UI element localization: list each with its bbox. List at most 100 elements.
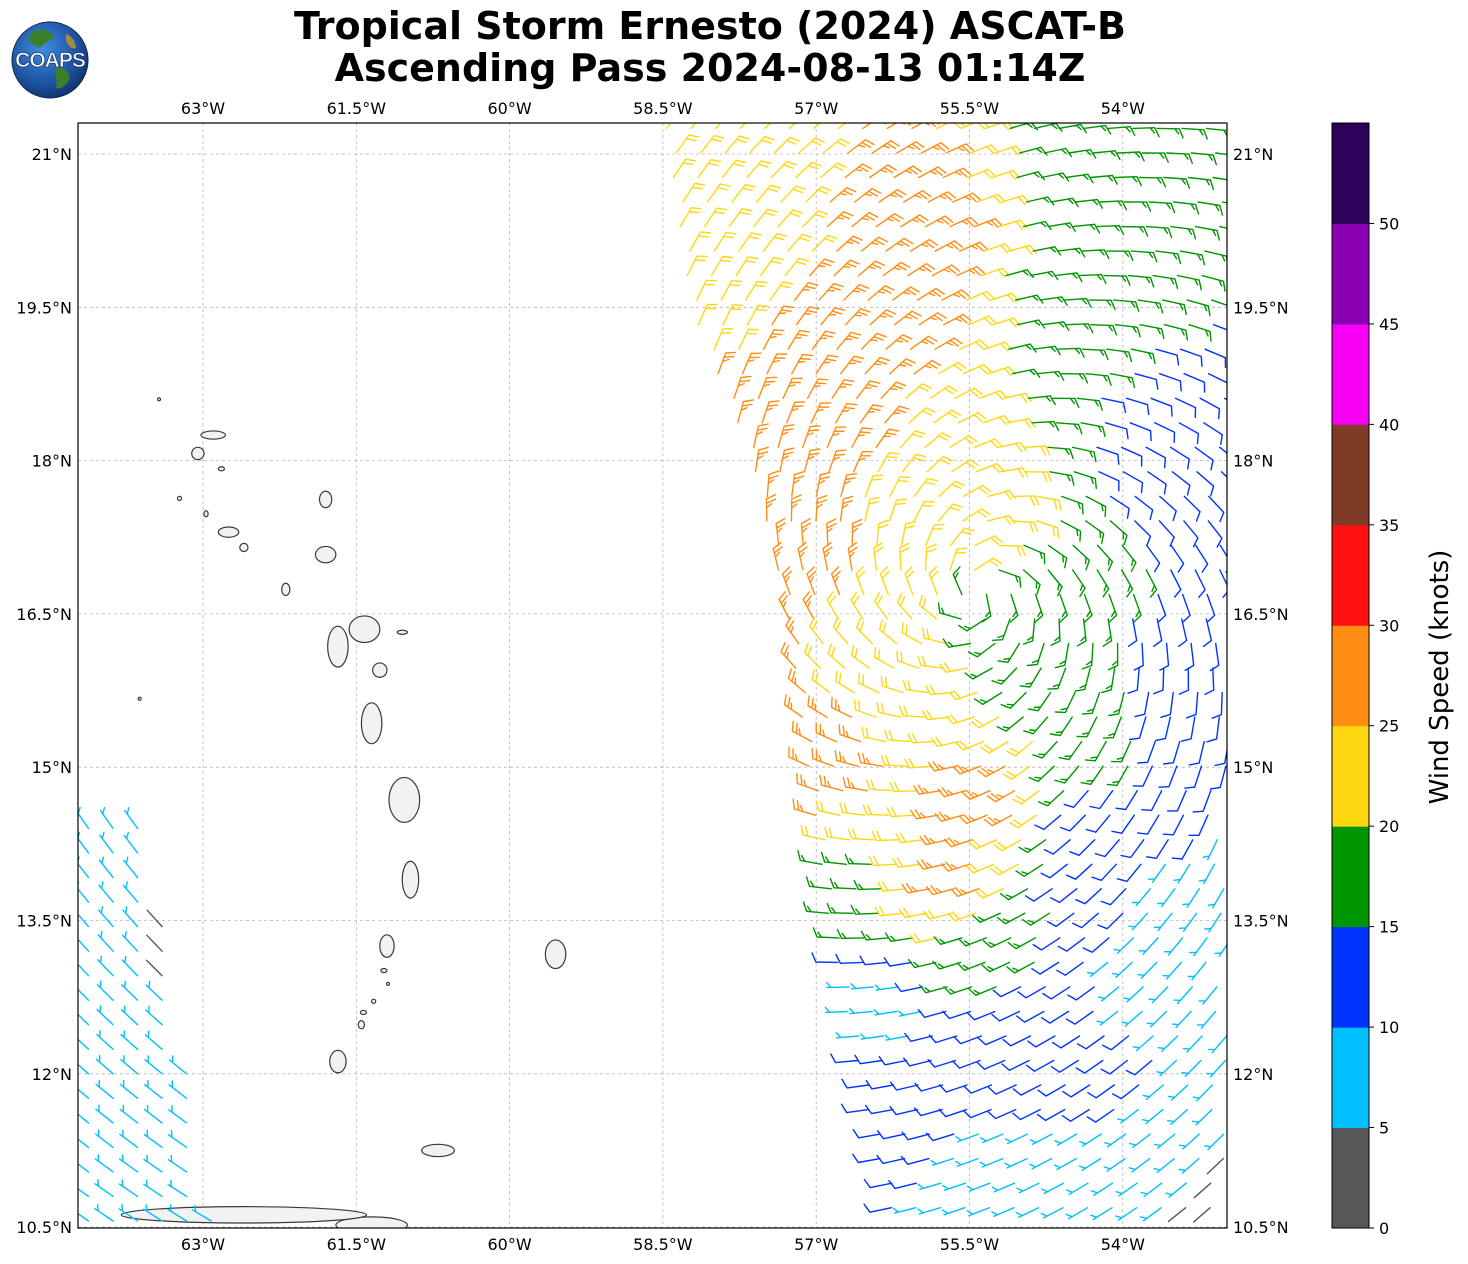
wind-barb xyxy=(1034,814,1062,831)
wind-barb xyxy=(1097,986,1120,1002)
wind-barb xyxy=(967,986,997,996)
wind-barb xyxy=(1041,321,1070,332)
wind-barb xyxy=(904,758,933,769)
wind-barb xyxy=(820,851,848,865)
wind-barb xyxy=(973,218,1003,228)
wind-barb xyxy=(1142,1108,1164,1125)
wind-barb xyxy=(791,720,813,743)
wind-barb xyxy=(1065,1182,1089,1195)
wind-barb xyxy=(1027,1035,1056,1048)
wind-barb xyxy=(97,955,114,977)
wind-barb xyxy=(847,139,875,154)
wind-barb xyxy=(942,167,972,179)
wind-barb xyxy=(835,953,864,964)
wind-barb xyxy=(827,643,846,669)
wind-barb xyxy=(1166,152,1193,164)
wind-barb xyxy=(876,702,902,718)
wind-barb xyxy=(1019,667,1042,688)
wind-barb xyxy=(937,503,963,522)
wind-barb xyxy=(1191,1108,1213,1126)
wind-barb xyxy=(1206,716,1220,743)
wind-barb xyxy=(94,1203,114,1222)
lat-tick-label-right: 19.5°N xyxy=(1233,298,1289,317)
wind-barb xyxy=(869,164,897,179)
wind-barb xyxy=(871,830,900,842)
wind-barb xyxy=(917,1207,942,1215)
wind-barb xyxy=(987,1108,1017,1120)
wind-barb xyxy=(849,1007,873,1015)
wind-barb xyxy=(143,1154,163,1173)
wind-barb xyxy=(847,828,875,841)
wind-barb xyxy=(797,541,808,571)
wind-barb xyxy=(1094,839,1120,858)
wind-barb xyxy=(1085,814,1111,833)
wind-barb xyxy=(999,888,1029,901)
wind-barb xyxy=(780,642,797,669)
wind-barb xyxy=(770,160,797,179)
wind-barb xyxy=(1009,593,1019,623)
colorbar-bin xyxy=(1332,1127,1369,1229)
wind-barb xyxy=(990,292,1020,303)
wind-barb xyxy=(168,1055,188,1075)
wind-barb xyxy=(697,303,718,326)
wind-barb xyxy=(1110,495,1130,519)
wind-barb xyxy=(1170,225,1197,240)
wind-barb xyxy=(1204,912,1222,933)
wind-barb xyxy=(949,527,975,547)
wind-barb xyxy=(1204,250,1227,264)
wind-barb xyxy=(1178,1133,1200,1150)
wind-barb xyxy=(917,1182,942,1190)
wind-barb xyxy=(1187,961,1207,981)
wind-barb xyxy=(1062,1084,1091,1098)
wind-barb xyxy=(121,955,139,977)
wind-barb xyxy=(1061,1108,1090,1122)
wind-barb xyxy=(78,1088,90,1099)
wind-barb xyxy=(1040,172,1070,182)
wind-barb xyxy=(805,876,833,890)
wind-barb xyxy=(1114,176,1142,187)
wind-barb xyxy=(889,781,918,793)
wind-barb xyxy=(896,141,925,154)
wind-barb xyxy=(811,669,831,694)
wind-barb xyxy=(983,341,1013,352)
wind-barb xyxy=(1054,1133,1078,1146)
wind-barb xyxy=(879,619,898,645)
wind-barb xyxy=(1028,765,1055,782)
wind-barb xyxy=(1133,642,1144,671)
wind-barb xyxy=(1131,888,1151,907)
wind-barb xyxy=(812,927,840,939)
wind-barb xyxy=(1025,196,1055,206)
wind-barb xyxy=(990,863,1019,876)
wind-barb xyxy=(951,1059,981,1069)
wind-barb xyxy=(822,138,850,154)
wind-barb xyxy=(968,642,996,658)
island-bequia xyxy=(380,967,388,974)
wind-barb xyxy=(1036,370,1065,381)
wind-barb xyxy=(1032,740,1058,759)
wind-barb xyxy=(838,724,862,743)
wind-barb xyxy=(1007,937,1036,950)
wind-barb xyxy=(913,477,938,498)
wind-barb xyxy=(1192,1207,1211,1223)
wind-barb xyxy=(1138,176,1167,188)
wind-barb xyxy=(1099,200,1128,211)
wind-barb xyxy=(1157,593,1167,623)
wind-barb xyxy=(1189,937,1208,957)
wind-barb xyxy=(856,380,881,399)
island-dominica xyxy=(360,702,383,745)
wind-barb xyxy=(1047,446,1074,460)
wind-barb xyxy=(800,518,812,547)
lon-tick-label-top: 55.5°W xyxy=(940,99,1000,118)
wind-barb xyxy=(970,716,1000,729)
wind-barb xyxy=(1167,1084,1189,1101)
wind-barb xyxy=(982,414,1012,425)
wind-barb xyxy=(1179,250,1206,266)
wind-barb xyxy=(1148,201,1176,214)
wind-barb xyxy=(1058,123,1087,134)
wind-barb xyxy=(909,335,938,350)
wind-barb xyxy=(943,837,973,848)
wind-barb xyxy=(951,459,980,473)
wind-barb xyxy=(1036,1108,1066,1122)
wind-barb xyxy=(1086,961,1109,977)
wind-barb xyxy=(720,280,743,301)
